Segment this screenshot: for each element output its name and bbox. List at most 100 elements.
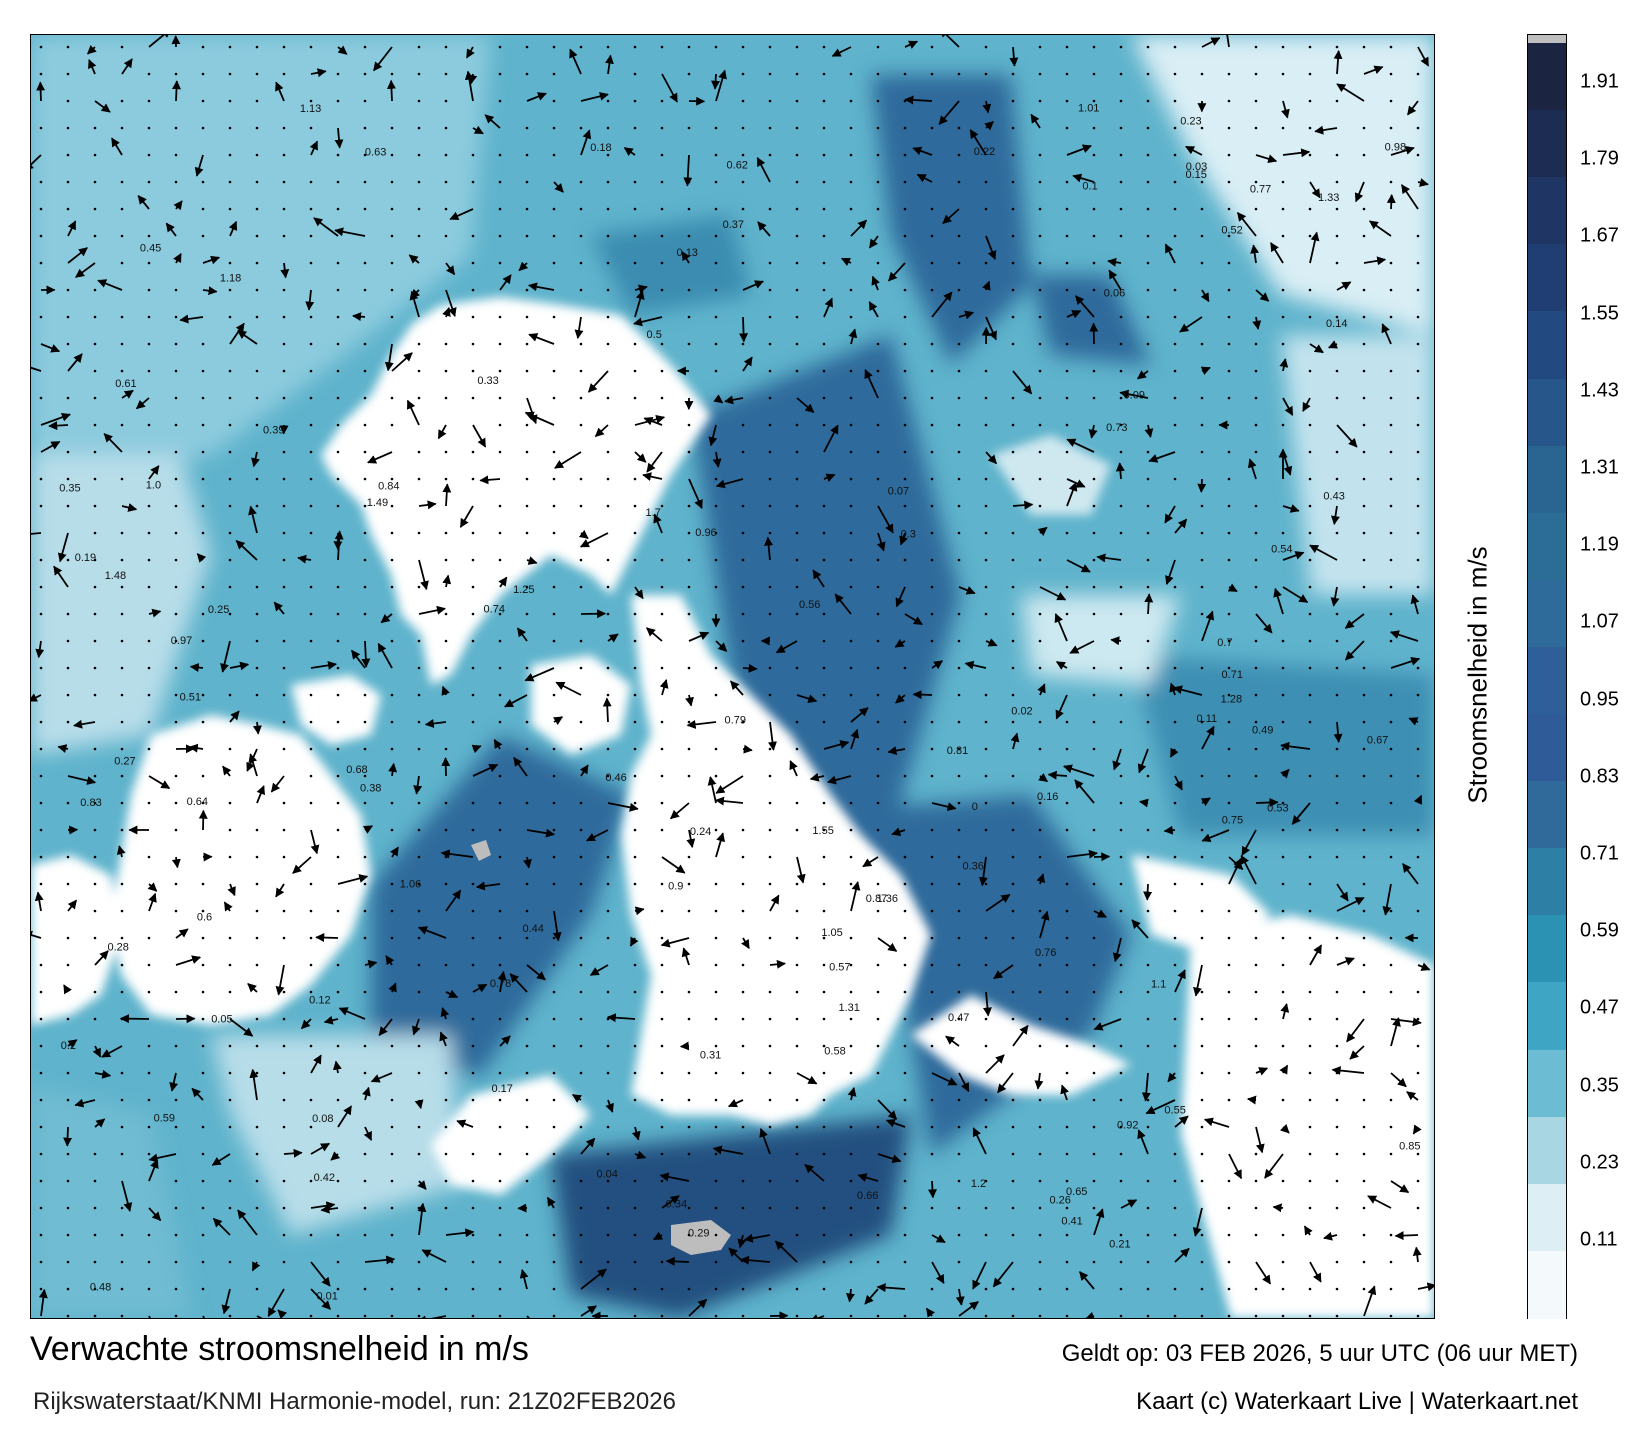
grid-dot: [849, 180, 853, 184]
grid-dot: [1092, 720, 1096, 724]
current-arrow: [275, 81, 285, 102]
current-arrow: [390, 846, 399, 858]
current-arrow: [634, 290, 645, 318]
grid-dot: [309, 180, 313, 184]
current-arrow: [1119, 389, 1149, 399]
grid-dot: [1173, 207, 1177, 211]
grid-dot: [1038, 558, 1042, 562]
grid-dot: [1227, 477, 1231, 481]
grid-dot: [1362, 315, 1366, 319]
grid-dot: [1389, 639, 1393, 643]
current-arrow: [1250, 244, 1260, 264]
grid-dot: [147, 1260, 151, 1264]
current-arrow: [769, 959, 786, 969]
grid-dot: [336, 963, 340, 967]
grid-dot: [336, 585, 340, 589]
grid-dot: [471, 882, 475, 886]
grid-dot: [741, 1206, 745, 1210]
grid-dot: [255, 1287, 259, 1291]
grid-dot: [309, 720, 313, 724]
grid-dot: [714, 1233, 718, 1237]
grid-dot: [1389, 477, 1393, 481]
grid-dot: [1200, 207, 1204, 211]
current-arrow: [546, 1196, 556, 1209]
current-arrow: [1323, 1231, 1338, 1241]
current-arrow: [1309, 181, 1321, 199]
current-arrow: [972, 1261, 987, 1290]
current-arrow: [475, 881, 501, 891]
colorbar-tick-label: 0.11: [1580, 1228, 1618, 1251]
current-arrow: [1066, 310, 1082, 319]
speed-value-label: 0.27: [114, 755, 135, 767]
grid-dot: [390, 585, 394, 589]
grid-dot: [228, 936, 232, 940]
current-arrow: [1200, 797, 1211, 807]
grid-dot: [714, 1260, 718, 1264]
grid-dot: [444, 45, 448, 49]
grid-dot: [66, 72, 70, 76]
grid-dot: [633, 207, 637, 211]
grid-dot: [768, 477, 772, 481]
grid-dot: [417, 1206, 421, 1210]
grid-dot: [876, 720, 880, 724]
grid-dot: [1308, 423, 1312, 427]
grid-dot: [1227, 720, 1231, 724]
grid-dot: [1362, 990, 1366, 994]
grid-dot: [1416, 531, 1420, 535]
grid-dot: [147, 504, 151, 508]
current-arrow: [1200, 366, 1211, 375]
grid-dot: [903, 990, 907, 994]
grid-dot: [66, 612, 70, 616]
grid-dot: [444, 1152, 448, 1156]
grid-dot: [417, 720, 421, 724]
current-arrow: [418, 500, 437, 510]
grid-dot: [1065, 1287, 1069, 1291]
grid-dot: [1416, 342, 1420, 346]
grid-dot: [336, 504, 340, 508]
grid-dot: [363, 1044, 367, 1048]
grid-dot: [957, 126, 961, 130]
current-arrow: [660, 937, 690, 948]
current-arrow: [796, 694, 818, 703]
current-speed-map[interactable]: 0.25 0.16 0.21 0.17 0.28 0.19 0.12 0.13 0.24 0.27…: [30, 34, 1435, 1319]
grid-dot: [309, 774, 313, 778]
grid-dot: [1200, 423, 1204, 427]
grid-dot: [1065, 990, 1069, 994]
current-arrow: [1165, 559, 1176, 586]
grid-dot: [255, 1017, 259, 1021]
grid-dot: [147, 693, 151, 697]
grid-dot: [903, 1260, 907, 1264]
speed-labels: 0.250.160.210.170.280.190.120.130.240.27…: [59, 102, 1420, 1302]
grid-dot: [147, 1152, 151, 1156]
grid-dot: [552, 774, 556, 778]
grid-dot: [39, 261, 43, 265]
current-arrow: [1390, 657, 1421, 669]
grid-dot: [444, 612, 448, 616]
grid-dot: [687, 612, 691, 616]
grid-dot: [714, 207, 718, 211]
grid-dot: [147, 423, 151, 427]
grid-dot: [1119, 585, 1123, 589]
grid-dot: [633, 369, 637, 373]
grid-dot: [984, 774, 988, 778]
current-arrow: [1264, 1153, 1284, 1179]
grid-dot: [903, 369, 907, 373]
grid-dot: [1227, 1098, 1231, 1102]
grid-dot: [714, 504, 718, 508]
current-arrow: [1309, 343, 1324, 354]
grid-dot: [1146, 1287, 1150, 1291]
colorbar-segment: [1528, 579, 1566, 648]
current-arrow: [211, 1153, 231, 1166]
grid-dot: [633, 747, 637, 751]
current-arrow: [388, 982, 397, 993]
grid-dot: [660, 504, 664, 508]
current-arrow: [686, 829, 696, 849]
grid-dot: [714, 936, 718, 940]
grid-dot: [876, 261, 880, 265]
grid-dot: [876, 882, 880, 886]
grid-dot: [228, 180, 232, 184]
current-arrow: [1330, 505, 1340, 526]
grid-dot: [1389, 531, 1393, 535]
grid-dot: [1200, 990, 1204, 994]
grid-dot: [876, 477, 880, 481]
